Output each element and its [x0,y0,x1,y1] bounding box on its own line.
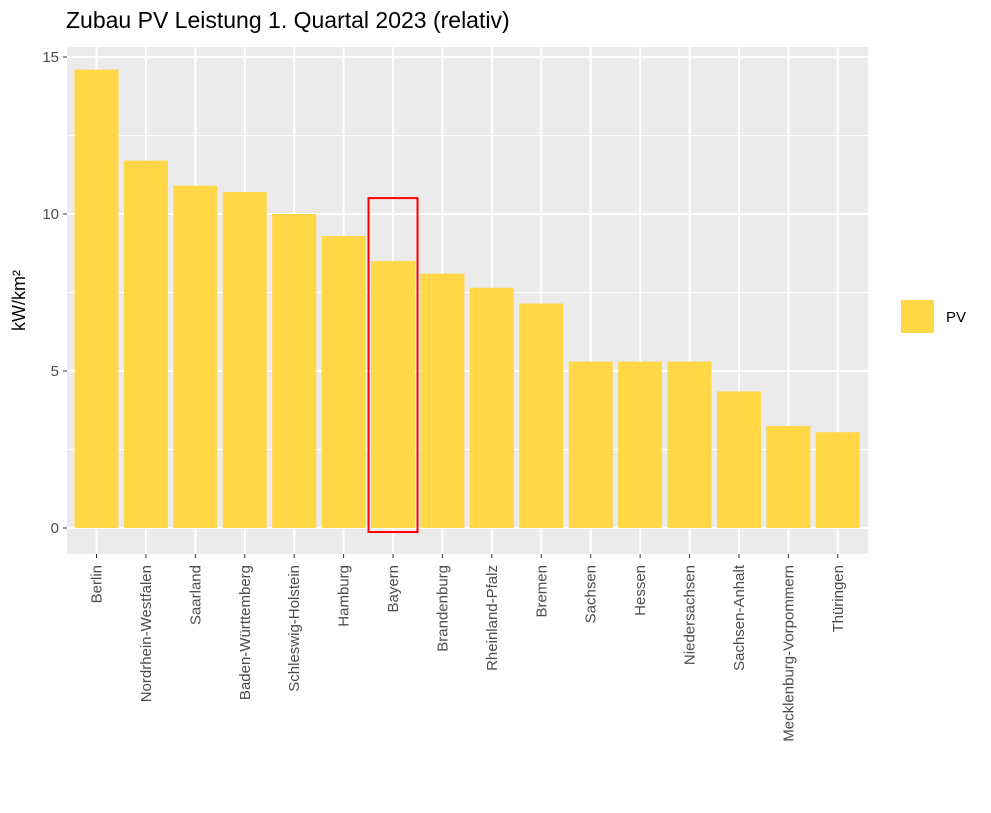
bar-bremen [519,303,564,528]
bar-hessen [618,361,663,528]
x-tick-label: Brandenburg [434,565,451,652]
x-tick-label: Rheinland-Pfalz [484,565,501,671]
highlight-box-group [367,197,419,533]
bar-baden-w-rttemberg [222,192,267,528]
x-tick-label: Hamburg [336,565,353,627]
x-tick-label: Baden-Württemberg [237,565,254,700]
bar-brandenburg [420,273,465,528]
x-tick-label: Schleswig-Holstein [286,565,303,692]
x-tick-label: Hessen [632,565,649,616]
y-tick-label: 10 [42,206,59,223]
bar-rheinland-pfalz [469,287,514,528]
bar-th-ringen [815,432,860,528]
x-tick-label: Niedersachsen [682,565,699,665]
legend: PV [901,300,966,333]
legend-key-pv [901,300,934,333]
bars [74,69,860,529]
x-tick-label: Nordrhein-Westfalen [138,565,155,702]
y-tick-label: 0 [51,520,59,537]
bar-niedersachsen [667,361,712,528]
x-tick-label: Sachsen-Anhalt [731,564,748,671]
x-tick-label: Berlin [89,565,106,603]
bar-sachsen [568,361,613,528]
bar-berlin [74,69,119,528]
bar-saarland [173,185,218,529]
y-axis: 0 5 10 15 [42,49,67,537]
bar-bayern [371,261,416,528]
x-tick-label: Mecklenburg-Vorpommern [780,565,797,742]
bar-hamburg [321,235,366,529]
bar-sachsen-anhalt [716,391,761,528]
x-axis: Berlin Nordrhein-Westfalen Saarland Baden-W… [89,554,847,742]
y-axis-title: kW/km² [9,270,29,331]
y-tick-label: 15 [42,49,59,66]
bar-mecklenburg-vorpommern [766,425,811,528]
bar-schleswig-holstein [272,214,317,528]
y-tick-label: 5 [51,363,59,380]
x-tick-label: Bremen [533,565,550,618]
x-tick-label: Bayern [385,565,402,613]
x-tick-label: Saarland [187,565,204,625]
x-tick-label: Thüringen [830,565,847,633]
legend-label-pv: PV [946,309,966,326]
highlight-box [367,197,419,533]
bar-nordrhein-westfalen [123,160,168,528]
x-tick-label: Sachsen [583,565,600,623]
chart-title: Zubau PV Leistung 1. Quartal 2023 (relat… [66,7,510,33]
